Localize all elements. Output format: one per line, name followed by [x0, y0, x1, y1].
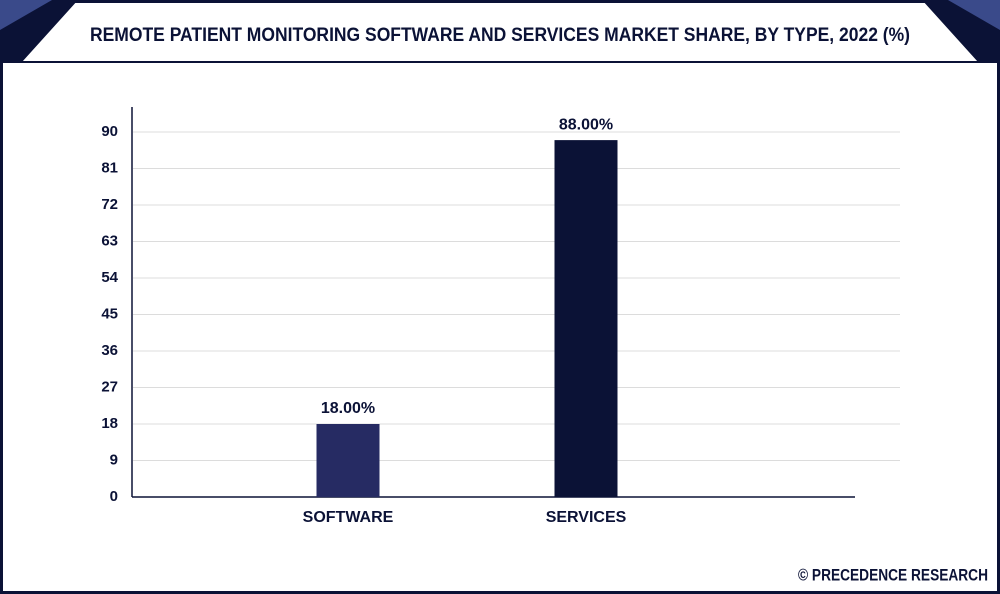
- y-tick-label: 9: [110, 451, 118, 468]
- y-tick-label: 81: [101, 159, 118, 176]
- data-label: 88.00%: [559, 116, 613, 133]
- chart-title: REMOTE PATIENT MONITORING SOFTWARE AND S…: [90, 25, 910, 46]
- x-tick-label: SOFTWARE: [303, 509, 394, 526]
- y-tick-label: 0: [110, 488, 118, 505]
- y-tick-label: 18: [101, 415, 118, 432]
- y-tick-label: 45: [101, 305, 118, 322]
- corner-right-accent: [948, 0, 1000, 30]
- y-tick-label: 72: [101, 196, 118, 213]
- corner-left-accent: [0, 0, 52, 30]
- x-tick-label: SERVICES: [546, 509, 627, 526]
- y-tick-label: 63: [101, 232, 118, 249]
- y-tick-label: 27: [101, 378, 118, 395]
- source: © PRECEDENCE RESEARCH: [798, 565, 988, 584]
- bar: [316, 424, 380, 497]
- y-tick-label: 54: [101, 269, 118, 286]
- bar: [554, 140, 618, 497]
- y-tick-label: 90: [101, 123, 118, 140]
- data-label: 18.00%: [321, 400, 375, 417]
- y-tick-label: 36: [101, 342, 118, 359]
